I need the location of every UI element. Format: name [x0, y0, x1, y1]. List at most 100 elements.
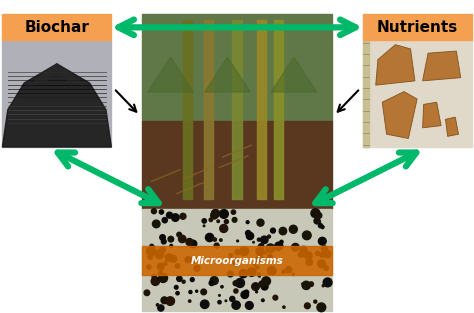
Circle shape: [273, 295, 278, 300]
Circle shape: [323, 278, 332, 287]
Circle shape: [182, 280, 185, 283]
Circle shape: [165, 259, 167, 261]
Circle shape: [189, 290, 192, 294]
Bar: [204, 20, 213, 199]
Bar: [2, 14, 111, 40]
Circle shape: [164, 262, 167, 265]
Circle shape: [264, 252, 267, 254]
Circle shape: [266, 244, 275, 253]
Circle shape: [239, 269, 247, 278]
Circle shape: [282, 271, 284, 273]
Circle shape: [217, 220, 219, 223]
Bar: [363, 40, 472, 147]
Circle shape: [165, 254, 173, 261]
Circle shape: [285, 267, 292, 273]
Bar: [142, 14, 332, 121]
Circle shape: [159, 271, 162, 274]
Circle shape: [219, 210, 228, 218]
Circle shape: [219, 239, 222, 241]
Circle shape: [205, 233, 214, 242]
Bar: [183, 20, 192, 199]
Circle shape: [246, 221, 249, 223]
Circle shape: [292, 273, 294, 275]
Circle shape: [309, 282, 313, 286]
Circle shape: [234, 289, 238, 293]
Circle shape: [175, 264, 180, 268]
Circle shape: [201, 300, 209, 309]
Circle shape: [161, 297, 168, 304]
Circle shape: [292, 244, 299, 251]
Text: Nutrients: Nutrients: [376, 20, 458, 35]
Circle shape: [252, 283, 259, 290]
Circle shape: [159, 274, 167, 282]
Circle shape: [261, 283, 268, 290]
Circle shape: [186, 239, 193, 245]
Circle shape: [233, 281, 238, 286]
Circle shape: [254, 264, 255, 266]
Circle shape: [158, 277, 161, 280]
Circle shape: [185, 257, 191, 263]
Circle shape: [279, 227, 287, 235]
Circle shape: [196, 290, 198, 292]
Circle shape: [218, 300, 221, 304]
Circle shape: [282, 270, 285, 273]
Circle shape: [320, 253, 324, 257]
Circle shape: [148, 255, 153, 259]
Circle shape: [151, 277, 160, 285]
Circle shape: [190, 257, 197, 263]
Circle shape: [191, 278, 194, 282]
Circle shape: [318, 260, 326, 268]
Circle shape: [166, 297, 174, 305]
Circle shape: [267, 266, 276, 275]
Circle shape: [275, 242, 283, 250]
Circle shape: [166, 212, 173, 218]
Circle shape: [211, 210, 219, 218]
Circle shape: [262, 277, 271, 285]
Circle shape: [324, 266, 328, 270]
Circle shape: [194, 265, 200, 271]
Bar: [274, 20, 283, 199]
Circle shape: [317, 220, 320, 223]
Circle shape: [232, 218, 237, 222]
Circle shape: [321, 238, 323, 239]
Circle shape: [146, 265, 151, 269]
Bar: [363, 40, 369, 147]
Circle shape: [210, 277, 218, 285]
Circle shape: [321, 226, 324, 228]
Circle shape: [156, 304, 159, 306]
Circle shape: [230, 296, 235, 301]
Circle shape: [176, 291, 179, 295]
Circle shape: [225, 300, 227, 302]
Circle shape: [319, 223, 322, 228]
Circle shape: [237, 240, 238, 242]
Circle shape: [232, 301, 240, 309]
Circle shape: [302, 281, 310, 290]
Circle shape: [255, 291, 257, 293]
Circle shape: [298, 252, 304, 257]
Bar: [142, 121, 332, 209]
Circle shape: [177, 232, 182, 237]
Polygon shape: [446, 117, 458, 136]
Bar: [232, 20, 242, 199]
Polygon shape: [382, 92, 417, 138]
Circle shape: [233, 258, 240, 266]
Circle shape: [258, 244, 264, 249]
Circle shape: [322, 285, 324, 287]
Circle shape: [246, 230, 251, 236]
Circle shape: [241, 291, 248, 299]
Circle shape: [229, 254, 233, 257]
Circle shape: [256, 255, 264, 263]
Circle shape: [190, 258, 194, 262]
Bar: [257, 20, 266, 199]
Circle shape: [302, 283, 303, 285]
Circle shape: [253, 241, 255, 243]
FancyArrowPatch shape: [118, 19, 356, 35]
Circle shape: [172, 214, 179, 221]
Circle shape: [209, 218, 212, 222]
Circle shape: [246, 301, 253, 309]
Circle shape: [267, 254, 272, 259]
Circle shape: [244, 290, 249, 295]
Circle shape: [324, 250, 331, 258]
Circle shape: [311, 209, 320, 218]
Circle shape: [189, 240, 197, 248]
